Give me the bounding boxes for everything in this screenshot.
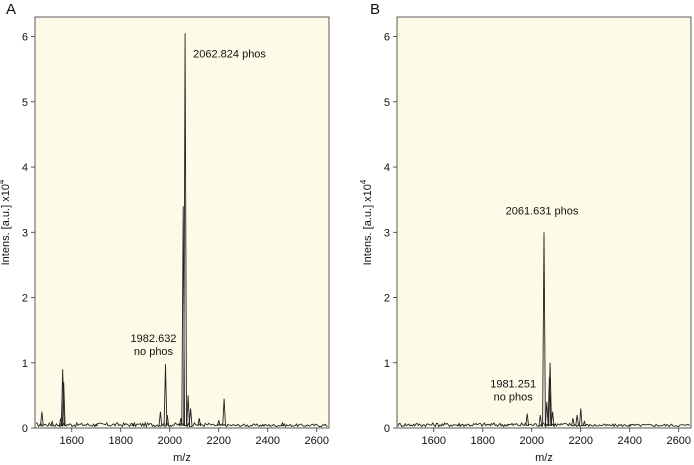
spectrum-baseline	[397, 421, 690, 428]
x-tick-label: 1800	[109, 435, 133, 447]
spectrum-peak	[571, 418, 575, 427]
y-tick-label: 5	[22, 97, 28, 109]
spectrum-peak	[575, 414, 579, 427]
spectrum-peak	[548, 362, 552, 427]
x-tick-label: 2000	[158, 435, 182, 447]
spectrum-peak	[456, 424, 460, 427]
y-tick-label: 4	[22, 162, 28, 174]
panel-a: A m/z Intens. [a.u.] x104 01234561600180…	[0, 1, 330, 464]
y-axis-label-a: Intens. [a.u.] x104	[0, 179, 12, 265]
spectrum-peak	[628, 424, 632, 427]
y-tick-label: 5	[384, 97, 390, 109]
panel-letter-b: B	[370, 1, 380, 18]
spectrum-peak	[544, 401, 549, 427]
peak-annotation-line: no phos	[134, 346, 174, 358]
x-axis-label-b: m/z	[535, 452, 553, 464]
spectrum-peak	[40, 411, 44, 427]
x-tick-label: 2600	[305, 435, 329, 447]
y-tick-label: 3	[22, 227, 28, 239]
x-tick-label: 2600	[667, 435, 691, 447]
x-tick-label: 2400	[618, 435, 642, 447]
y-axis-label-exponent-b: 4	[359, 179, 368, 184]
peak-annotation: 2061.631 phos	[506, 205, 579, 217]
spectrum-peak	[163, 364, 168, 427]
y-tick-label: 2	[384, 293, 390, 305]
spectrum-peak	[188, 408, 193, 427]
spectrum-peak	[94, 423, 99, 427]
peak-annotation: 1981.251 no phos	[490, 379, 536, 404]
y-axis-label-b: Intens. [a.u.] x104	[359, 179, 374, 265]
y-axis-label-text-a: Intens. [a.u.] x10	[0, 184, 12, 265]
x-tick-label: 2200	[569, 435, 593, 447]
panel-letter-a: A	[6, 1, 16, 18]
spectrum-peak	[538, 414, 543, 427]
spectrum-peak	[50, 419, 54, 427]
spectrum-peak	[216, 420, 221, 427]
y-tick-label: 4	[384, 162, 390, 174]
spectrum-peak	[131, 423, 135, 427]
spectrum-peak	[183, 33, 187, 427]
x-tick-label: 1600	[60, 435, 84, 447]
peak-annotation-line: 1981.251	[490, 379, 536, 391]
spectrum-peak	[158, 411, 163, 427]
y-axis-label-exponent-a: 4	[0, 179, 6, 184]
x-tick-label: 2400	[256, 435, 280, 447]
spectrum-peak	[505, 424, 509, 427]
peak-annotation: 2062.824 phos	[193, 48, 266, 60]
spectrum-peak	[165, 414, 170, 427]
y-tick-label: 3	[384, 227, 390, 239]
spectrum-peak	[60, 369, 65, 427]
spectrum-peak	[222, 398, 226, 427]
y-axis-label-text-b: Intens. [a.u.] x10	[362, 184, 374, 265]
y-tick-label: 1	[384, 358, 390, 370]
peak-annotation-line: 2062.824 phos	[193, 48, 266, 60]
spectrum-peak	[280, 421, 285, 427]
spectrum-peak	[582, 419, 587, 427]
y-tick-label: 6	[384, 32, 390, 44]
spectrum-peak	[197, 418, 202, 427]
spectrum-peak	[186, 395, 190, 427]
spectrum-peak	[261, 424, 265, 427]
y-tick-label: 2	[22, 293, 28, 305]
spectrum-peak	[61, 382, 66, 427]
plot-area-b	[396, 16, 692, 429]
peak-annotation-line: no phos	[494, 392, 534, 404]
x-axis-label-a: m/z	[173, 452, 191, 464]
y-tick-label: 1	[22, 358, 28, 370]
peak-annotation-line: 2061.631 phos	[506, 205, 579, 217]
spectrum-peak	[542, 232, 546, 427]
spectrum-peak	[525, 413, 530, 427]
x-tick-label: 1600	[422, 435, 446, 447]
x-tick-label: 2000	[520, 435, 544, 447]
y-tick-label: 0	[22, 423, 28, 435]
x-tick-label: 2200	[207, 435, 231, 447]
spectrum-peak	[550, 411, 555, 427]
peak-annotation-line: 1982.632	[131, 333, 177, 345]
y-tick-label: 6	[22, 32, 28, 44]
y-tick-label: 0	[384, 423, 390, 435]
spectrum-peak	[578, 408, 583, 427]
x-tick-label: 1800	[471, 435, 495, 447]
peak-annotation: 1982.632 no phos	[131, 333, 177, 358]
